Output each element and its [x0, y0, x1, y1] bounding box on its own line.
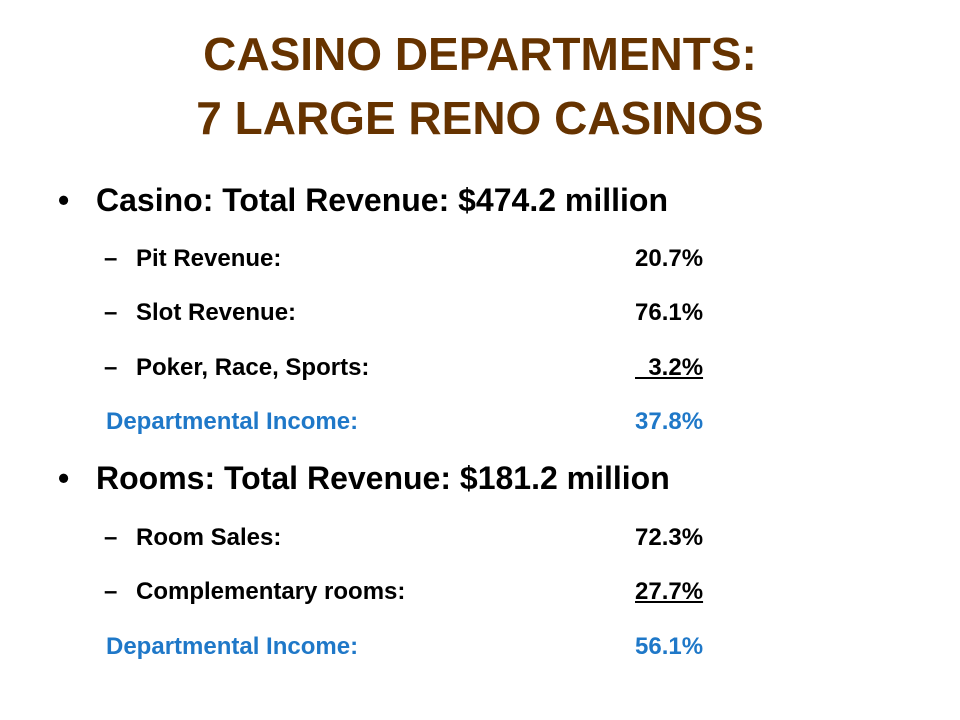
dash-icon: –: [104, 245, 118, 272]
casino-item-slot: – Slot Revenue: 76.1%: [0, 297, 960, 329]
casino-heading-text: Casino: Total Revenue: $474.2 million: [96, 182, 668, 218]
slide-title: CASINO DEPARTMENTS: 7 LARGE RENO CASINOS: [0, 22, 960, 150]
bullet-icon: •: [58, 182, 70, 218]
item-value: 20.7%: [635, 245, 704, 272]
casino-departmental-income: Departmental Income: 37.8%: [0, 406, 960, 438]
casino-item-poker: – Poker, Race, Sports: 3.2%: [0, 352, 960, 384]
item-label: Room Sales:: [136, 524, 282, 551]
casino-item-pit: – Pit Revenue: 20.7%: [0, 243, 960, 275]
title-line-2: 7 LARGE RENO CASINOS: [196, 92, 764, 144]
bullet-icon: •: [58, 460, 70, 496]
rooms-heading: • Rooms: Total Revenue: $181.2 million: [58, 458, 670, 498]
title-line-1: CASINO DEPARTMENTS:: [203, 28, 757, 80]
income-label: Departmental Income:: [106, 408, 359, 435]
item-value: 72.3%: [635, 524, 704, 551]
dash-icon: –: [104, 578, 118, 605]
rooms-item-complementary: – Complementary rooms: 27.7%: [0, 576, 960, 608]
item-value: 27.7%: [635, 578, 704, 605]
dash-icon: –: [104, 299, 118, 326]
rooms-departmental-income: Departmental Income: 56.1%: [0, 631, 960, 663]
item-value: 76.1%: [635, 299, 704, 326]
item-label: Poker, Race, Sports:: [136, 354, 370, 381]
item-label: Complementary rooms:: [136, 578, 406, 605]
casino-heading: • Casino: Total Revenue: $474.2 million: [58, 180, 668, 220]
rooms-item-sales: – Room Sales: 72.3%: [0, 522, 960, 554]
item-label: Pit Revenue:: [136, 245, 282, 272]
item-label: Slot Revenue:: [136, 299, 297, 326]
income-value: 37.8%: [635, 408, 704, 435]
dash-icon: –: [104, 524, 118, 551]
rooms-heading-text: Rooms: Total Revenue: $181.2 million: [96, 460, 670, 496]
item-value: 3.2%: [635, 354, 704, 381]
income-value: 56.1%: [635, 633, 704, 660]
dash-icon: –: [104, 354, 118, 381]
income-label: Departmental Income:: [106, 633, 359, 660]
